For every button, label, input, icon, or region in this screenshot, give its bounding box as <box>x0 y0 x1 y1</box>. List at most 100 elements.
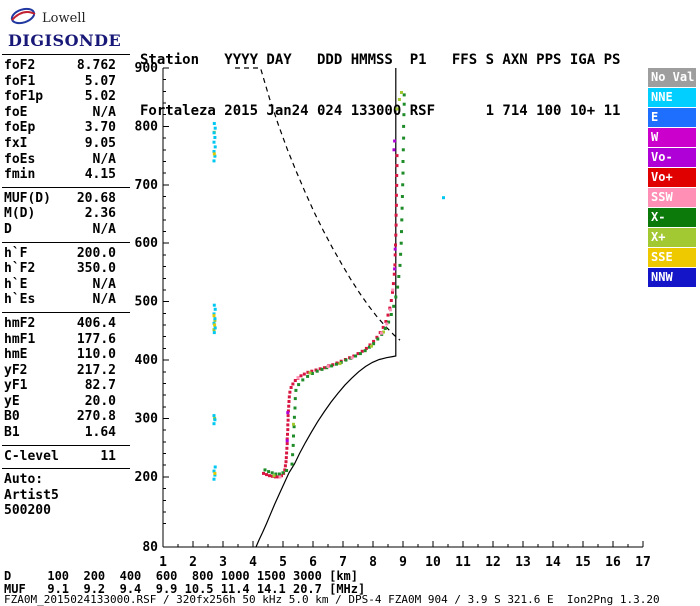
param-value: N/A <box>92 276 116 292</box>
param-value: 217.2 <box>76 362 116 378</box>
param-row: yE 20.0 <box>2 394 130 410</box>
svg-text:8: 8 <box>369 555 377 570</box>
svg-text:7: 7 <box>339 555 347 570</box>
param-label: Auto: <box>4 472 44 488</box>
legend-item-sse: SSE <box>648 248 696 267</box>
param-value: 20.0 <box>84 393 116 409</box>
legend-item-no-val: No Val <box>648 68 696 87</box>
param-value: N/A <box>92 292 116 308</box>
param-value: 3.70 <box>84 120 116 136</box>
legend-item-vo-: Vo- <box>648 148 696 167</box>
legend-item-w: W <box>648 128 696 147</box>
param-value: N/A <box>92 104 116 120</box>
param-label: yF2 <box>4 362 28 378</box>
param-label: M(D) <box>4 206 36 222</box>
lowell-digisonde-logo: Lowell DIGISONDE <box>8 6 128 50</box>
param-row: h`F 200.0 <box>2 246 130 262</box>
param-value: 82.7 <box>84 378 116 394</box>
muf-row: MUF 9.1 9.2 9.4 9.9 10.5 11.4 14.1 20.7 … <box>4 582 366 596</box>
param-row: Auto: <box>2 472 130 488</box>
param-group: MUF(D) 20.68 M(D) 2.36 D N/A <box>2 191 130 243</box>
param-label: yF1 <box>4 378 28 394</box>
param-label: B0 <box>4 409 20 425</box>
param-row: yF1 82.7 <box>2 378 130 394</box>
svg-text:500: 500 <box>135 295 159 310</box>
param-group: foF2 8.762 foF1 5.07 foF1p 5.02 foE N/A foEp 3.70… <box>2 58 130 188</box>
param-value: 406.4 <box>76 315 116 331</box>
param-row: foF1 5.07 <box>2 74 130 90</box>
param-row: Artist5 <box>2 488 130 504</box>
param-row: M(D) 2.36 <box>2 206 130 222</box>
svg-text:400: 400 <box>135 353 159 368</box>
param-value: 200.0 <box>76 245 116 261</box>
param-label: foEs <box>4 151 36 167</box>
legend-item-x+: X+ <box>648 228 696 247</box>
svg-text:80: 80 <box>142 540 158 555</box>
param-group: hmF2 406.4 hmF1 177.6 hmE 110.0 yF2 217.2 yF1 82.… <box>2 316 130 446</box>
param-value: 8.762 <box>76 58 116 73</box>
param-value: 2.36 <box>84 206 116 222</box>
param-value: N/A <box>92 221 116 237</box>
param-label: hmF2 <box>4 315 36 331</box>
svg-text:4: 4 <box>249 555 257 570</box>
param-row: h`E N/A <box>2 277 130 293</box>
param-label: foE <box>4 104 28 120</box>
legend: No Val NNE E W Vo- Vo+ SSW X- X+ SSE NNW <box>648 68 696 288</box>
header-line-1: Station YYYY DAY DDD HMMSS P1 FFS S AXN … <box>140 52 621 68</box>
param-label: h`E <box>4 276 28 292</box>
svg-text:5: 5 <box>279 555 287 570</box>
legend-item-vo+: Vo+ <box>648 168 696 187</box>
param-row: foE N/A <box>2 105 130 121</box>
distance-row: D 100 200 400 600 800 1000 1500 3000 [km… <box>4 569 359 583</box>
svg-text:15: 15 <box>575 555 591 570</box>
param-label: MUF(D) <box>4 190 51 206</box>
legend-item-nne: NNE <box>648 88 696 107</box>
param-value: 110.0 <box>76 347 116 363</box>
param-label: fmin <box>4 167 36 183</box>
svg-text:3: 3 <box>219 555 227 570</box>
param-row: 500200 <box>2 503 130 519</box>
svg-text:1: 1 <box>159 555 167 570</box>
svg-text:12: 12 <box>485 555 501 570</box>
header-line-2: Fortaleza 2015 Jan24 024 133000 RSF 1 71… <box>140 103 621 119</box>
param-value: 1.64 <box>84 425 116 441</box>
param-value: 270.8 <box>76 409 116 425</box>
param-label: B1 <box>4 425 20 441</box>
param-label: C-level <box>4 448 59 464</box>
param-label: h`Es <box>4 292 36 308</box>
svg-text:6: 6 <box>309 555 317 570</box>
param-label: Artist5 <box>4 487 59 503</box>
product-name: DIGISONDE <box>8 31 122 50</box>
param-value: 4.15 <box>84 167 116 183</box>
param-row: h`Es N/A <box>2 292 130 308</box>
param-row: B1 1.64 <box>2 425 130 441</box>
param-row: hmF1 177.6 <box>2 332 130 348</box>
param-label: h`F2 <box>4 261 36 277</box>
param-row: foF1p 5.02 <box>2 89 130 105</box>
param-row: hmF2 406.4 <box>2 316 130 332</box>
svg-text:300: 300 <box>135 411 159 426</box>
param-value: 9.05 <box>84 135 116 151</box>
svg-text:13: 13 <box>515 555 531 570</box>
company-name: Lowell <box>42 10 86 26</box>
param-value: N/A <box>92 151 116 167</box>
param-row: foEs N/A <box>2 152 130 168</box>
param-label: foF2 <box>4 58 36 73</box>
param-label: yE <box>4 393 20 409</box>
digisonde-logo-icon <box>8 6 38 30</box>
param-value: 5.02 <box>84 89 116 105</box>
param-row: h`F2 350.0 <box>2 261 130 277</box>
svg-text:2: 2 <box>189 555 197 570</box>
param-label: foEp <box>4 120 36 136</box>
svg-text:800: 800 <box>135 119 159 134</box>
svg-text:10: 10 <box>425 555 441 570</box>
param-value: 5.07 <box>84 73 116 89</box>
param-label: 500200 <box>4 503 51 519</box>
param-row: B0 270.8 <box>2 409 130 425</box>
svg-text:700: 700 <box>135 178 159 193</box>
svg-text:17: 17 <box>635 555 651 570</box>
param-row: fxI 9.05 <box>2 136 130 152</box>
param-group: C-level 11 <box>2 449 130 470</box>
param-value: 177.6 <box>76 331 116 347</box>
param-row: C-level 11 <box>2 449 130 465</box>
